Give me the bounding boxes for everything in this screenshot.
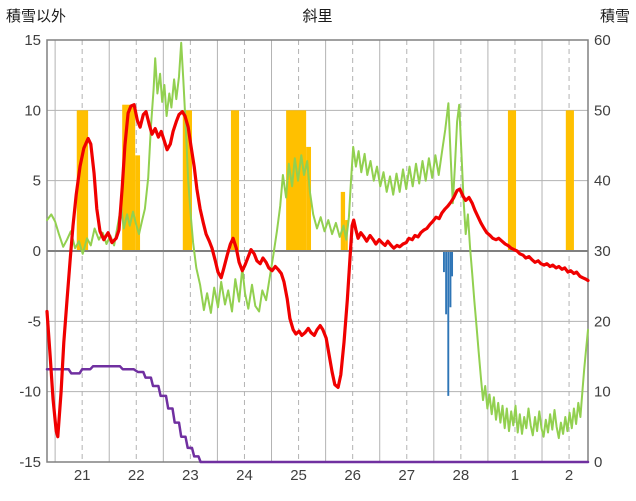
right-axis-title: 積雪 xyxy=(599,8,630,25)
x-axis-tick-label: 21 xyxy=(74,467,91,484)
blue-bars xyxy=(451,251,454,277)
x-axis-tick-label: 27 xyxy=(398,467,415,484)
x-axis-tick-label: 28 xyxy=(453,467,470,484)
orange-bars xyxy=(286,110,307,251)
left-axis-tick-label: -5 xyxy=(28,313,41,330)
right-axis-tick-label: 60 xyxy=(594,32,611,49)
right-axis-tick-label: 30 xyxy=(594,243,611,260)
blue-bars xyxy=(447,251,450,396)
orange-bars xyxy=(306,146,312,251)
orange-bars xyxy=(230,110,240,251)
x-axis-tick-label: 22 xyxy=(128,467,145,484)
red-line xyxy=(45,103,590,439)
green-line xyxy=(46,41,589,440)
left-axis-tick-label: 10 xyxy=(24,102,41,119)
x-axis-tick-label: 2 xyxy=(565,467,573,484)
right-axis-tick-label: 10 xyxy=(594,384,611,401)
x-axis-tick-label: 26 xyxy=(344,467,361,484)
left-axis-tick-label: 15 xyxy=(24,32,41,49)
x-axis-tick-label: 25 xyxy=(290,467,307,484)
blue-bars xyxy=(443,251,445,273)
blue-bars xyxy=(445,251,448,315)
left-axis-tick-label: 0 xyxy=(33,243,41,260)
blue-bars xyxy=(449,251,452,308)
orange-bars xyxy=(507,110,517,251)
x-axis-tick-label: 24 xyxy=(236,467,253,484)
left-axis-tick-label: -10 xyxy=(19,384,41,401)
x-axis-tick-label: 23 xyxy=(182,467,199,484)
left-axis-title: 積雪以外 xyxy=(6,8,67,25)
x-axis-tick-label: 1 xyxy=(511,467,519,484)
right-axis-tick-label: 40 xyxy=(594,173,611,190)
left-axis-tick-label: -15 xyxy=(19,454,41,471)
chart-title: 斜里 xyxy=(302,8,333,25)
orange-bars xyxy=(565,110,574,251)
purple-line xyxy=(45,365,590,464)
right-axis-tick-label: 0 xyxy=(594,454,602,471)
orange-bars xyxy=(340,191,346,251)
orange-bars xyxy=(135,155,141,251)
left-axis-tick-label: 5 xyxy=(33,173,41,190)
orange-bars xyxy=(76,110,89,251)
right-axis-tick-label: 20 xyxy=(594,313,611,330)
right-axis-tick-label: 50 xyxy=(594,102,611,119)
